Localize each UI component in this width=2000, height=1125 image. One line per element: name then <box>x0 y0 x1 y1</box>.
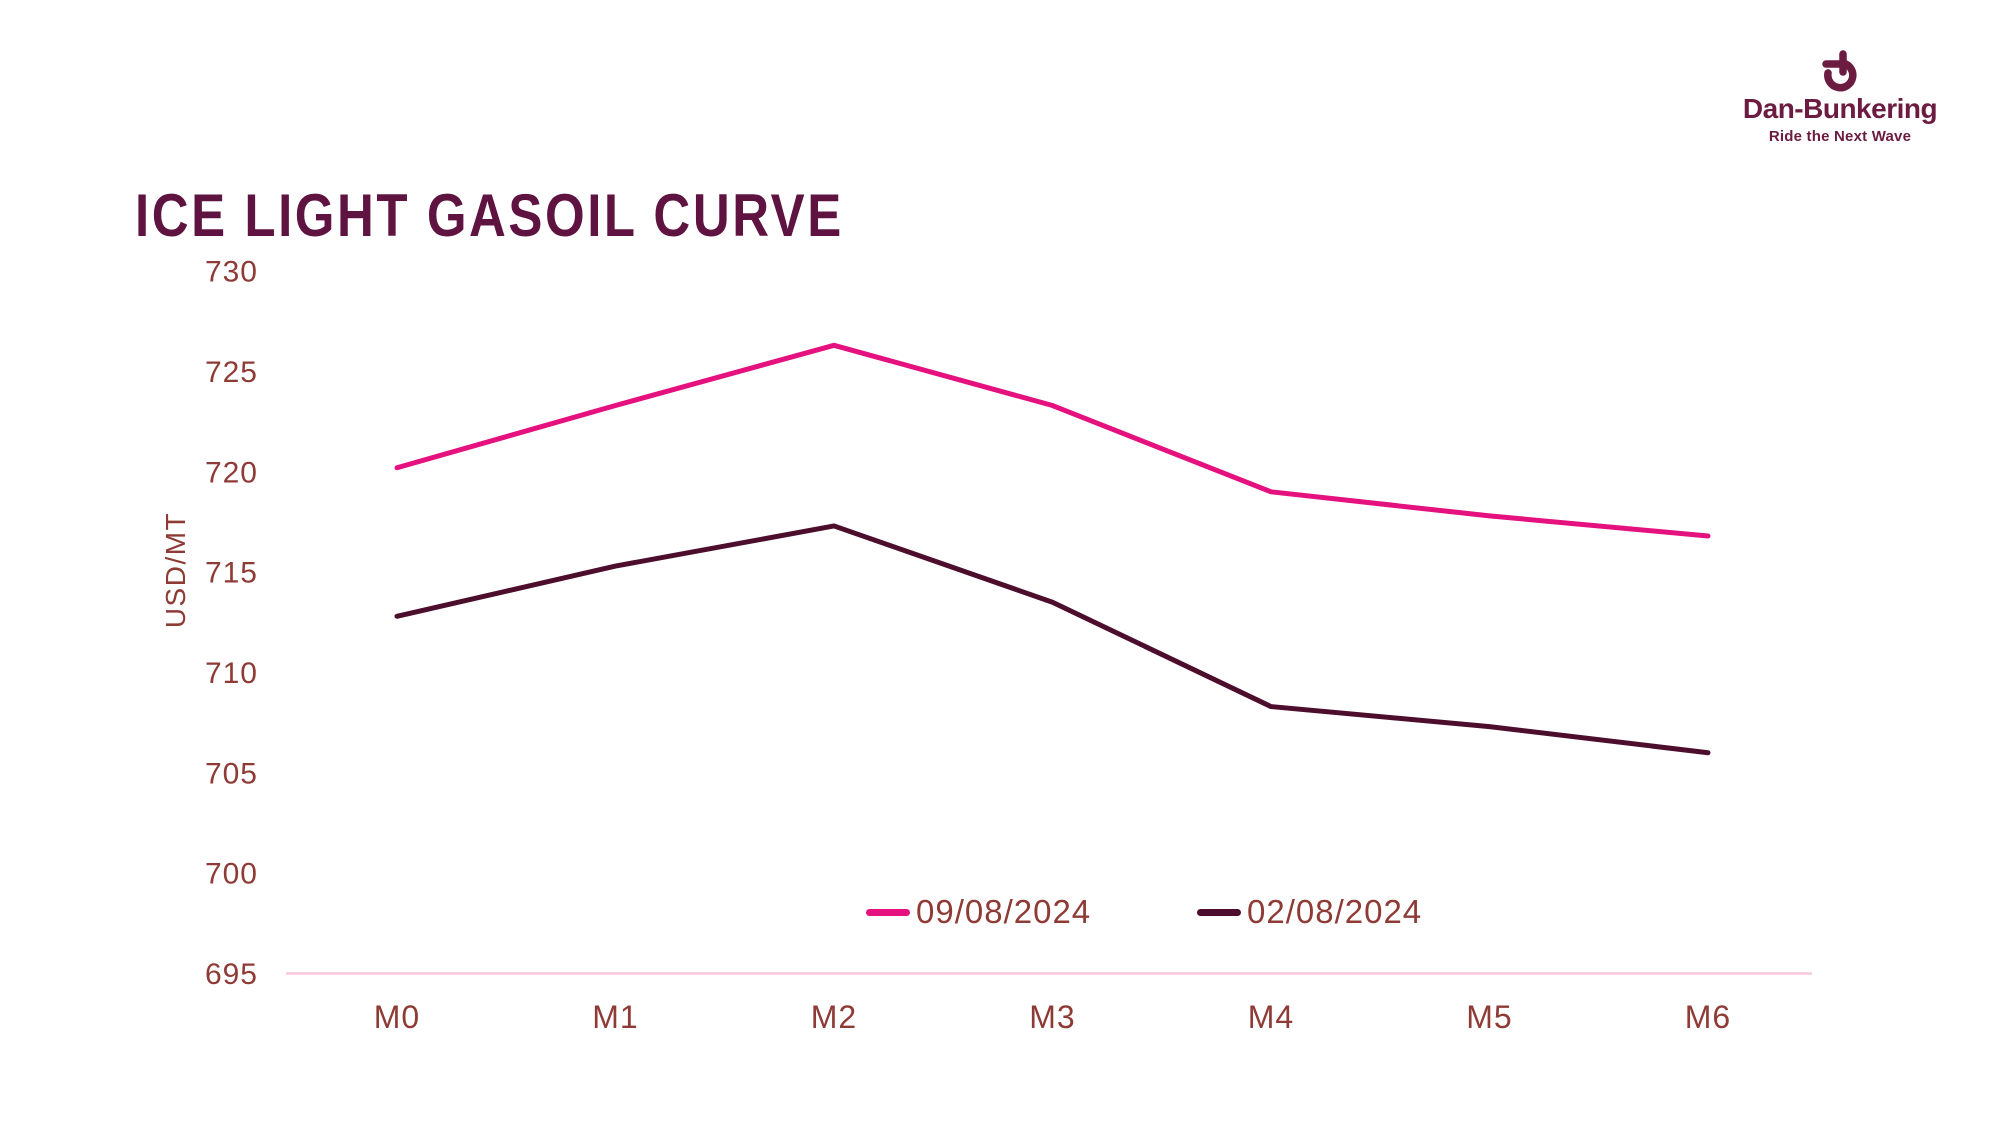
dan-bunkering-logo: Dan-Bunkering Ride the Next Wave <box>1740 50 1940 145</box>
series-line-02-08-2024 <box>394 523 1711 756</box>
y-tick-label: 730 <box>205 256 258 289</box>
y-tick-label: 705 <box>205 757 258 790</box>
logo-tagline: Ride the Next Wave <box>1768 127 1912 145</box>
page-title: ICE LIGHT GASOIL CURVE <box>135 182 844 250</box>
x-tick-label: M1 <box>592 999 638 1035</box>
anchor-b-icon <box>1822 50 1857 92</box>
y-tick-label: 695 <box>205 958 258 991</box>
y-tick-label: 700 <box>205 858 258 891</box>
y-tick-label: 725 <box>205 356 258 389</box>
y-axis-label: USD/MT <box>160 511 191 629</box>
x-tick-label: M4 <box>1248 999 1294 1035</box>
x-tick-label: M6 <box>1685 999 1731 1035</box>
y-tick-label: 715 <box>205 557 258 590</box>
x-tick-label: M3 <box>1029 999 1075 1035</box>
logo-wordmark: Dan-Bunkering <box>1742 93 1938 124</box>
y-tick-label: 710 <box>205 657 258 690</box>
y-tick-label: 720 <box>205 456 258 489</box>
x-tick-label: M0 <box>374 999 420 1035</box>
x-tick-label: M5 <box>1466 999 1512 1035</box>
series-line-09-08-2024 <box>394 342 1711 539</box>
x-tick-label: M2 <box>811 999 857 1035</box>
